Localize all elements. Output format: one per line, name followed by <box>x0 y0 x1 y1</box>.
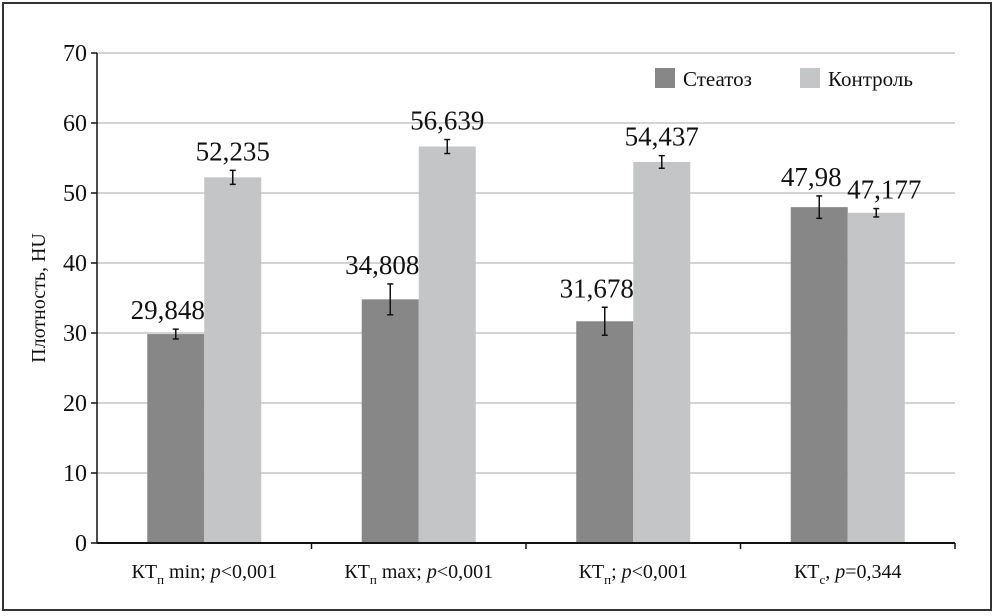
bar <box>147 334 205 543</box>
error-bar <box>387 283 394 316</box>
bar <box>418 146 476 544</box>
category-rest: , <box>825 561 835 583</box>
p-symbol: p <box>209 561 221 583</box>
data-label: 52,235 <box>196 136 270 166</box>
error-bar <box>444 138 451 155</box>
y-tick-label: 60 <box>63 111 87 137</box>
y-tick-label: 50 <box>63 181 87 207</box>
category-main: КТ <box>579 561 605 583</box>
data-label: 47,177 <box>847 175 921 205</box>
p-value: <0,001 <box>221 561 277 583</box>
category-subscript: с <box>820 572 826 587</box>
category-rest: max; <box>377 561 427 583</box>
category-subscript: п <box>604 572 611 587</box>
legend: Стеатоз Контроль <box>640 58 940 100</box>
data-label: 54,437 <box>625 122 699 152</box>
bar <box>204 177 262 544</box>
y-tick-label: 40 <box>63 251 87 277</box>
error-bar <box>658 154 665 169</box>
bar <box>847 212 905 544</box>
category-rest: ; <box>611 561 622 583</box>
y-tick-label: 10 <box>63 461 87 487</box>
y-axis-label: Плотность, HU <box>28 233 50 363</box>
data-label: 34,808 <box>345 250 419 280</box>
x-tick-label: КТп; p<0,001 <box>579 561 688 587</box>
bar <box>361 299 419 543</box>
data-label: 56,639 <box>410 106 484 136</box>
y-tick-label: 0 <box>75 531 87 557</box>
legend-background <box>640 58 940 100</box>
bar <box>633 161 691 544</box>
error-bar <box>229 169 236 186</box>
category-main: КТ <box>344 561 370 583</box>
error-bar <box>873 207 880 218</box>
error-bar <box>172 328 179 340</box>
p-value: <0,001 <box>437 561 493 583</box>
p-symbol: p <box>833 561 845 583</box>
error-bar <box>816 195 823 220</box>
y-tick-label: 30 <box>63 321 87 347</box>
category-subscript: п <box>157 572 164 587</box>
p-symbol: p <box>620 561 632 583</box>
data-label: 31,678 <box>560 273 634 303</box>
legend-swatch <box>655 68 675 88</box>
category-main: КТ <box>132 561 158 583</box>
data-label: 29,848 <box>131 295 205 325</box>
error-bar <box>601 306 608 337</box>
legend-swatch <box>800 68 820 88</box>
p-value: =0,344 <box>845 561 901 583</box>
category-subscript: п <box>370 572 377 587</box>
data-label: 47,98 <box>781 162 842 192</box>
bar <box>576 321 634 543</box>
bars: 29,848 52,235 34,808 56,639 31,678 54,437 47,9… <box>131 106 921 544</box>
x-tick-label: КТс, p=0,344 <box>794 561 902 587</box>
p-value: <0,001 <box>632 561 688 583</box>
y-tick-label: 70 <box>63 41 87 67</box>
category-rest: min; <box>164 561 211 583</box>
legend-label: Стеатоз <box>683 67 752 91</box>
p-symbol: p <box>425 561 437 583</box>
bar <box>790 207 848 543</box>
legend-label: Контроль <box>828 67 913 91</box>
x-tick-label: КТп max; p<0,001 <box>344 561 493 587</box>
y-tick-label: 20 <box>63 391 87 417</box>
x-tick-label: КТп min; p<0,001 <box>132 561 277 587</box>
category-main: КТ <box>794 561 820 583</box>
